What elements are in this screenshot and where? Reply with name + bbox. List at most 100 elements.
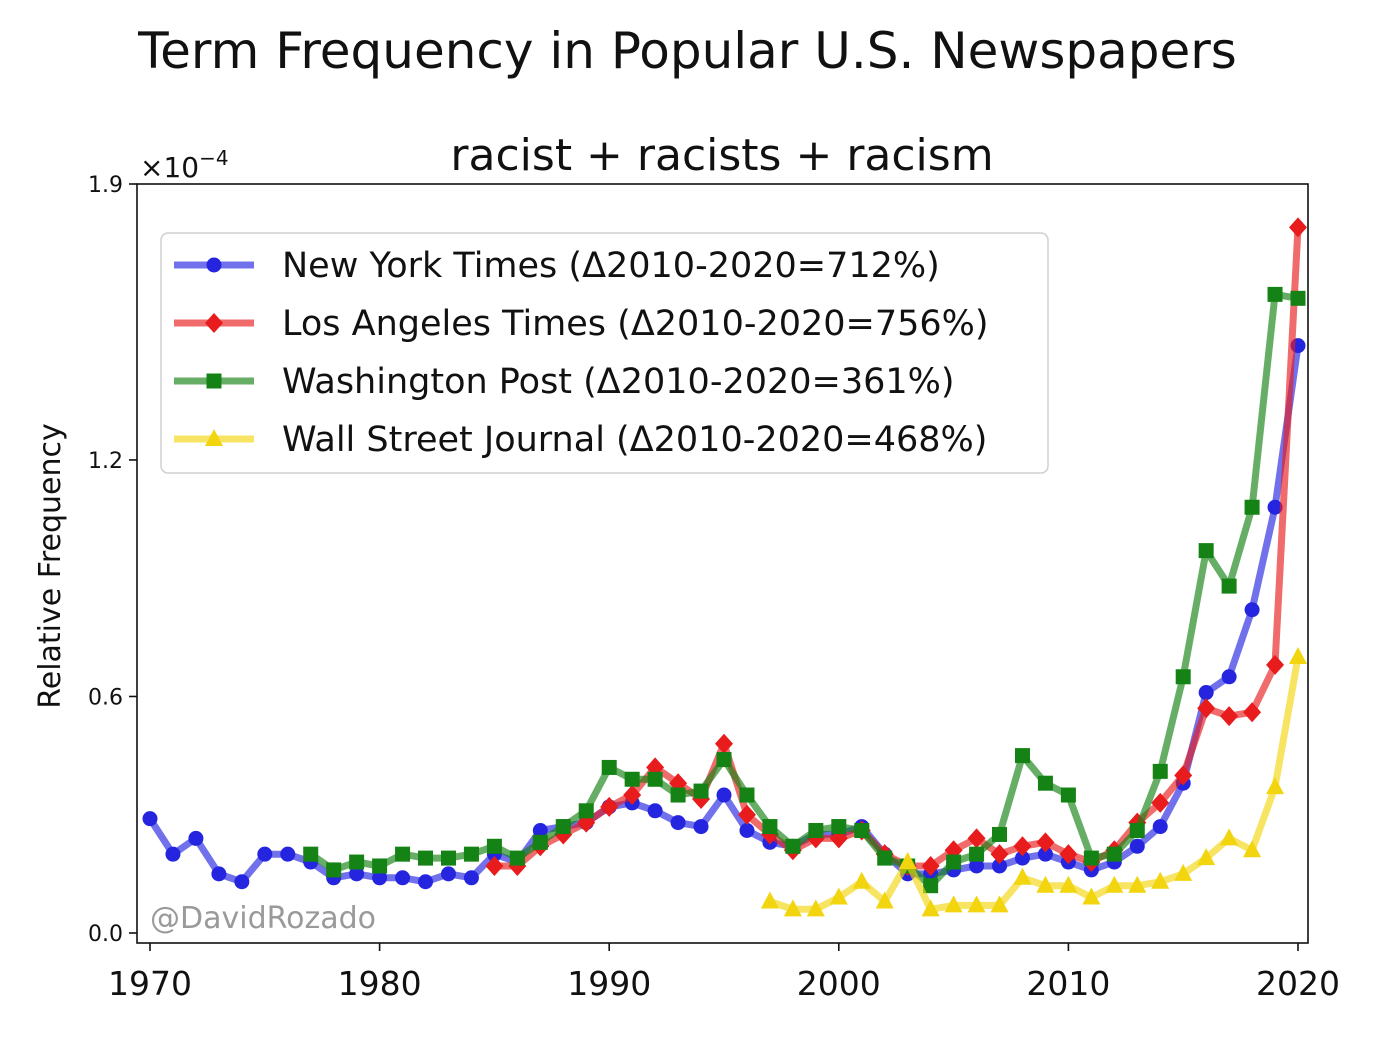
y-tick-label: 1.2 — [88, 449, 123, 474]
chart-title: racist + racists + racism — [450, 130, 993, 181]
y-tick-label: 0.6 — [88, 685, 123, 710]
legend-box — [160, 232, 1049, 474]
data-point — [372, 858, 388, 874]
data-point — [532, 834, 548, 850]
data-point — [211, 866, 227, 882]
data-point — [967, 895, 986, 913]
data-point — [463, 846, 479, 862]
data-point — [303, 846, 319, 862]
data-point — [785, 838, 801, 854]
data-point — [1013, 836, 1032, 857]
data-point — [670, 815, 686, 831]
data-point — [142, 811, 158, 827]
y-axis-label: Relative Frequency — [33, 423, 68, 709]
y-scale-base: ×10 — [140, 151, 199, 184]
data-point — [1198, 685, 1214, 701]
watermark: @DavidRozado — [150, 901, 376, 936]
data-point — [234, 874, 250, 890]
data-point — [760, 891, 779, 909]
data-point — [854, 823, 870, 839]
data-point — [1290, 290, 1306, 306]
data-point — [1059, 844, 1078, 865]
legend: New York Times (Δ2010-2020=712%) Los Ange… — [160, 232, 1049, 474]
x-tick-label: 1990 — [567, 964, 651, 1003]
data-point — [831, 819, 847, 835]
data-point — [1174, 765, 1193, 786]
data-point — [1175, 669, 1191, 685]
data-point — [1289, 647, 1307, 665]
data-point — [1221, 669, 1237, 685]
x-tick-label: 2020 — [1256, 964, 1340, 1003]
data-point — [623, 785, 642, 806]
data-point — [372, 870, 388, 886]
data-point — [1151, 792, 1170, 813]
y-scale-multiplier: ×10−4 — [140, 146, 229, 184]
data-point — [715, 733, 733, 754]
data-point — [1129, 838, 1145, 854]
x-tick-label: 1980 — [338, 964, 422, 1003]
legend-marker — [205, 313, 223, 333]
data-point — [1059, 875, 1078, 893]
data-point — [1152, 819, 1168, 835]
data-point — [877, 850, 893, 866]
data-point — [600, 796, 619, 817]
data-point — [395, 846, 411, 862]
legend-label: New York Times (Δ2010-2020=712%) — [282, 246, 940, 286]
data-point — [555, 819, 571, 835]
data-point — [739, 823, 755, 839]
data-point — [1197, 848, 1216, 866]
data-point — [624, 771, 640, 787]
data-point — [1036, 875, 1055, 893]
data-point — [532, 823, 548, 839]
data-point — [601, 759, 617, 775]
data-point — [326, 862, 342, 878]
data-point — [509, 850, 525, 866]
data-point — [1060, 787, 1076, 803]
data-point — [944, 895, 963, 913]
data-point — [1129, 823, 1145, 839]
data-point — [1289, 217, 1307, 238]
data-point — [1106, 846, 1122, 862]
y-tick-label: 0.0 — [88, 922, 123, 947]
y-tick-label: 1.9 — [88, 173, 123, 198]
legend-label: Wall Street Journal (Δ2010-2020=468%) — [282, 420, 987, 460]
data-point — [1083, 850, 1099, 866]
data-point — [875, 891, 894, 909]
x-tick-label: 1970 — [108, 964, 192, 1003]
data-point — [1037, 846, 1053, 862]
data-point — [1013, 867, 1032, 885]
data-point — [967, 828, 986, 849]
data-point — [898, 852, 917, 870]
data-point — [946, 854, 962, 870]
data-point — [486, 838, 502, 854]
data-point — [647, 771, 663, 787]
data-point — [1267, 499, 1283, 515]
data-point — [693, 783, 709, 799]
data-point — [806, 899, 825, 917]
data-point — [1243, 840, 1262, 858]
data-point — [990, 895, 1009, 913]
data-point — [1082, 887, 1101, 905]
data-point — [463, 870, 479, 886]
data-point — [921, 899, 940, 917]
legend-marker — [205, 429, 223, 446]
series-line — [766, 653, 1302, 913]
data-point — [1014, 748, 1030, 764]
series-2 — [303, 286, 1306, 894]
x-tick-label: 2000 — [797, 964, 881, 1003]
data-point — [990, 844, 1009, 865]
data-point — [969, 846, 985, 862]
data-point — [188, 830, 204, 846]
data-point — [1105, 875, 1124, 893]
data-point — [647, 803, 663, 819]
data-point — [783, 899, 802, 917]
data-point — [737, 804, 756, 825]
figure-title: Term Frequency in Popular U.S. Newspaper… — [138, 22, 1237, 80]
data-point — [1198, 543, 1214, 559]
data-point — [670, 787, 686, 803]
data-point — [808, 823, 824, 839]
series-3 — [760, 647, 1307, 917]
data-point — [418, 850, 434, 866]
data-point — [1244, 499, 1260, 515]
